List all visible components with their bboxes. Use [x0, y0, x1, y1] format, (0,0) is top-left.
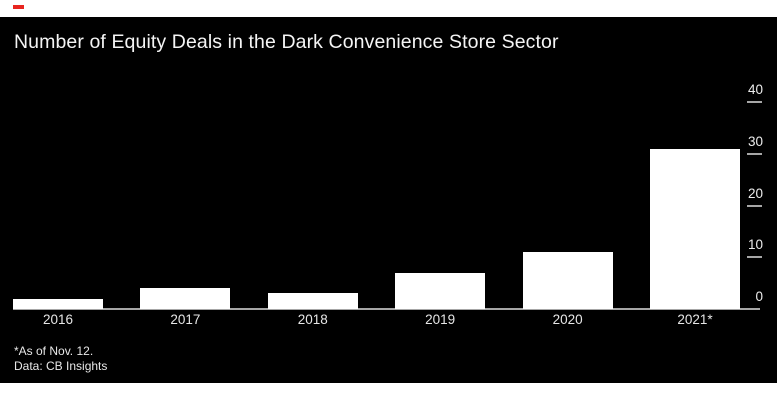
x-axis-label: 2018 [297, 312, 328, 327]
y-axis-tick [747, 101, 762, 103]
bar-2017 [140, 288, 231, 309]
y-axis-label: 30 [747, 133, 763, 149]
x-axis-label: 2019 [425, 312, 456, 327]
chart-panel [0, 17, 777, 383]
bar-2020 [522, 252, 613, 309]
footnote-asterisk: *As of Nov. 12. [14, 344, 94, 358]
y-axis-tick [747, 204, 762, 207]
y-axis-label: 0 [755, 289, 763, 304]
bar-2018 [267, 293, 358, 309]
chart-footnote: *As of Nov. 12. Data: CB Insights [14, 344, 107, 374]
y-axis-tick [747, 152, 762, 155]
bar-2016 [13, 298, 103, 309]
y-axis-label: 40 [747, 82, 763, 97]
y-axis-label: 10 [747, 237, 763, 253]
x-axis-label: 2016 [42, 312, 74, 327]
red-accent-dash [13, 5, 24, 9]
bar-2021* [650, 148, 740, 309]
x-axis-label: 2017 [170, 312, 201, 327]
chart-title: Number of Equity Deals in the Dark Conve… [14, 31, 559, 53]
y-axis-tick [747, 256, 762, 259]
bar-2019 [395, 272, 486, 309]
footnote-source: Data: CB Insights [14, 359, 108, 373]
y-axis-label: 20 [747, 185, 763, 201]
x-axis-line [13, 308, 760, 310]
x-axis-label: 2021* [677, 312, 713, 327]
x-axis-label: 2020 [552, 312, 583, 327]
